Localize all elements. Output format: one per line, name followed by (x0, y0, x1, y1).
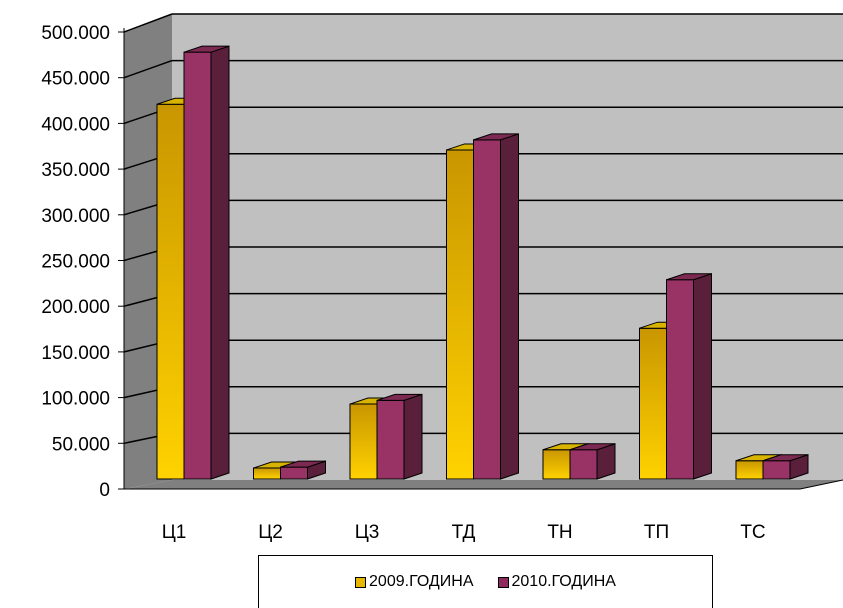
y-tick-label: 450.000 (41, 69, 110, 90)
bar-front (446, 149, 474, 480)
gridline-side (123, 59, 173, 79)
y-tick-label: 300.000 (41, 206, 110, 227)
bar-top (280, 460, 326, 468)
bar-front (376, 399, 405, 480)
bar-top (762, 454, 809, 462)
x-category-label: ТН (547, 522, 572, 543)
bar-2010-ТН (569, 443, 616, 480)
x-category-label: ТП (644, 522, 669, 543)
bar-2010-ТП (666, 273, 712, 480)
legend-item-2009: 2009.ГОДИНА (355, 573, 474, 591)
bar-front (253, 467, 281, 480)
bar-front (280, 466, 308, 480)
x-axis-depth-line (799, 479, 843, 490)
gridline-side (123, 13, 173, 33)
y-tick-label: 150.000 (41, 343, 110, 364)
bar-top (666, 273, 712, 281)
y-tick-label: 400.000 (41, 114, 110, 135)
bar-front (542, 449, 571, 480)
bar-2010-Ц2 (280, 460, 326, 480)
bar-front (183, 51, 212, 480)
legend-item-2010: 2010.ГОДИНА (497, 573, 616, 591)
category-labels: Ц1 Ц2 Ц3 ТД ТН ТП ТС (162, 522, 766, 543)
legend: 2009.ГОДИНА 2010.ГОДИНА (258, 555, 713, 608)
floor (124, 480, 843, 489)
y-tick-label: 0 (99, 480, 110, 501)
bar-top (183, 45, 230, 53)
bar-2010-ТД (473, 133, 519, 480)
y-tick-label: 500.000 (41, 23, 110, 44)
legend-label-2009: 2009.ГОДИНА (369, 573, 474, 590)
bar-front (735, 460, 764, 480)
bar-side (500, 133, 519, 480)
bar-top (569, 443, 616, 451)
bar-front (473, 139, 501, 480)
bar-2010-Ц1 (183, 45, 230, 480)
y-tick-label: 350.000 (41, 160, 110, 181)
x-category-label: Ц2 (258, 522, 283, 543)
bar-2010-Ц3 (376, 393, 423, 480)
bar-front (349, 403, 378, 480)
bar-side (693, 273, 712, 480)
bar-front (666, 279, 694, 480)
bars (156, 45, 809, 480)
bar-front (639, 327, 667, 480)
bar-front (156, 103, 185, 480)
y-tick-label: 100.000 (41, 389, 110, 410)
y-tick-label: 250.000 (41, 252, 110, 273)
x-category-label: Ц1 (162, 522, 187, 543)
bar-top (376, 393, 423, 401)
y-tick-label: 200.000 (41, 297, 110, 318)
bar-front (762, 460, 791, 480)
y-tick-label: 50.000 (52, 434, 110, 455)
x-category-label: ТС (740, 522, 765, 543)
bar-top (473, 133, 519, 141)
x-category-label: Ц3 (355, 522, 380, 543)
legend-swatch-2009 (355, 576, 367, 588)
legend-label-2010: 2010.ГОДИНА (511, 573, 616, 590)
bar-front (569, 449, 598, 480)
bar-side (210, 45, 230, 480)
x-category-label: ТД (452, 522, 476, 543)
bar-2010-ТС (762, 454, 809, 480)
y-axis: 0 50.000 100.000 150.000 200.000 250.000 300.0… (41, 23, 843, 501)
legend-swatch-2010 (497, 576, 509, 588)
bar-side (403, 393, 423, 480)
